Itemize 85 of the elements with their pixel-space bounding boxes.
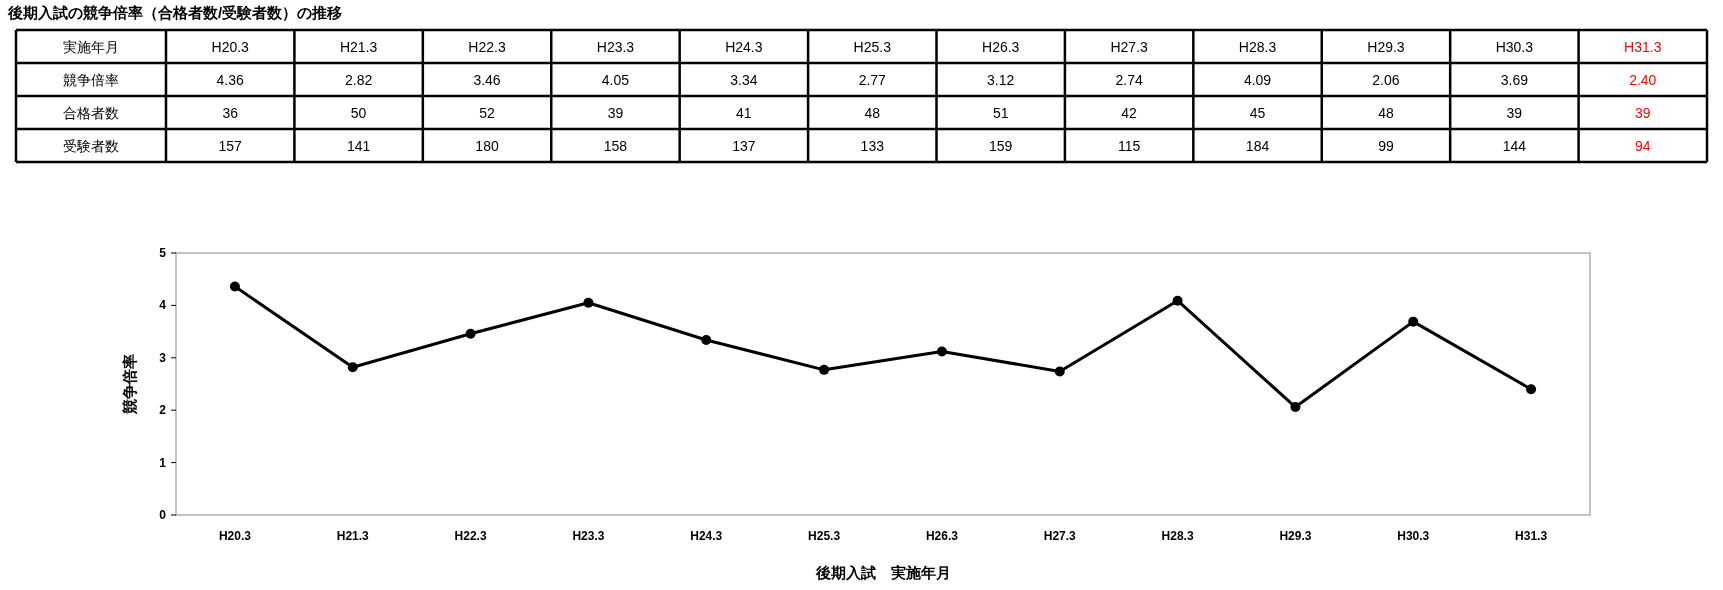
data-label: 4.05 xyxy=(601,71,630,88)
point xyxy=(819,364,830,375)
x-tick-label: H20.3 xyxy=(218,529,252,543)
data-label: 39 xyxy=(607,104,624,121)
category-label: H24.3 xyxy=(725,38,763,55)
point xyxy=(1408,316,1419,327)
category-label: H26.3 xyxy=(982,38,1020,55)
data-label: 3.46 xyxy=(473,71,501,88)
y-tick-label: 1 xyxy=(159,455,167,470)
text: 受験者数 xyxy=(63,137,119,154)
category-label: H23.3 xyxy=(596,38,635,55)
x-tick-label: H26.3 xyxy=(925,529,959,543)
y-tick-label: 0 xyxy=(159,508,167,522)
data-label: 141 xyxy=(346,137,371,154)
data-label: 48 xyxy=(864,104,881,121)
y-tick-label: 5 xyxy=(159,246,167,260)
data-label: 51 xyxy=(992,104,1009,121)
data-label: 48 xyxy=(1378,104,1394,121)
x-tick-label: H30.3 xyxy=(1397,529,1430,543)
data-label: 39 xyxy=(1506,104,1523,121)
data-label: 115 xyxy=(1117,137,1141,154)
title: 後期入試の競争倍率（合格者数/受験者数）の推移 xyxy=(8,4,343,21)
data-label: 52 xyxy=(479,104,496,121)
y-tick-label: 2 xyxy=(159,403,167,418)
point xyxy=(1172,295,1183,306)
category-label: H27.3 xyxy=(1110,38,1149,55)
data-label: 36 xyxy=(222,104,239,121)
point xyxy=(347,362,358,373)
y-axis-title: 競争倍率 xyxy=(121,354,138,415)
point xyxy=(701,334,712,345)
data-label: 133 xyxy=(860,137,885,154)
category-label: H21.3 xyxy=(339,38,378,55)
category-label: H28.3 xyxy=(1238,38,1277,55)
point xyxy=(1290,402,1301,413)
data-label: 50 xyxy=(350,104,367,121)
data-label: 4.36 xyxy=(216,71,245,88)
x-tick-label: H22.3 xyxy=(454,529,487,543)
point xyxy=(1526,384,1537,395)
category-label: H25.3 xyxy=(853,38,892,55)
x-tick-label: H25.3 xyxy=(808,529,841,543)
point xyxy=(583,297,594,308)
x-tick-label: H24.3 xyxy=(690,529,723,543)
data-label: 184 xyxy=(1245,137,1270,154)
x-tick-label: H28.3 xyxy=(1161,529,1194,543)
y-tick-label: 3 xyxy=(159,350,167,365)
text: 競争倍率 xyxy=(63,71,119,88)
data-label: 94 xyxy=(1635,137,1651,154)
category-label: H31.3 xyxy=(1624,38,1662,55)
point xyxy=(1054,366,1065,377)
point xyxy=(229,281,240,292)
y-tick-label: 4 xyxy=(159,298,167,313)
data-label: 144 xyxy=(1502,137,1527,154)
x-tick-label: H29.3 xyxy=(1279,529,1312,543)
data-label: 2.77 xyxy=(858,71,887,88)
data-label: 3.34 xyxy=(730,71,758,88)
text: 合格者数 xyxy=(63,104,119,121)
data-label: 41 xyxy=(736,104,752,121)
x-tick-label: H21.3 xyxy=(336,529,370,543)
point xyxy=(936,346,947,357)
data-label: 2.74 xyxy=(1115,71,1143,88)
data-label: 2.82 xyxy=(345,71,373,88)
data-label: 157 xyxy=(218,137,243,154)
data-label: 3.12 xyxy=(987,71,1015,88)
data-label: 2.06 xyxy=(1372,71,1400,88)
data-label: 45 xyxy=(1249,104,1266,121)
data-label: 39 xyxy=(1635,104,1651,121)
category-label: H22.3 xyxy=(468,38,506,55)
category-label: H29.3 xyxy=(1367,38,1405,55)
x-tick-label: H27.3 xyxy=(1043,529,1077,543)
data-label: 180 xyxy=(475,137,499,154)
x-tick-label: H31.3 xyxy=(1515,529,1548,543)
category-label: H20.3 xyxy=(211,38,250,55)
data-label: 99 xyxy=(1378,137,1394,154)
text: 実施年月 xyxy=(63,38,119,55)
x-axis-title: 後期入試 実施年月 xyxy=(814,564,951,581)
category-label: H30.3 xyxy=(1495,38,1534,55)
x-tick-label: H23.3 xyxy=(572,529,605,543)
data-label: 3.69 xyxy=(1500,71,1529,88)
data-label: 2.40 xyxy=(1629,71,1657,88)
data-label: 159 xyxy=(989,137,1013,154)
point xyxy=(465,328,476,339)
data-label: 42 xyxy=(1121,104,1138,121)
data-label: 4.09 xyxy=(1243,71,1272,88)
data-label: 137 xyxy=(732,137,756,154)
data-label: 158 xyxy=(603,137,628,154)
